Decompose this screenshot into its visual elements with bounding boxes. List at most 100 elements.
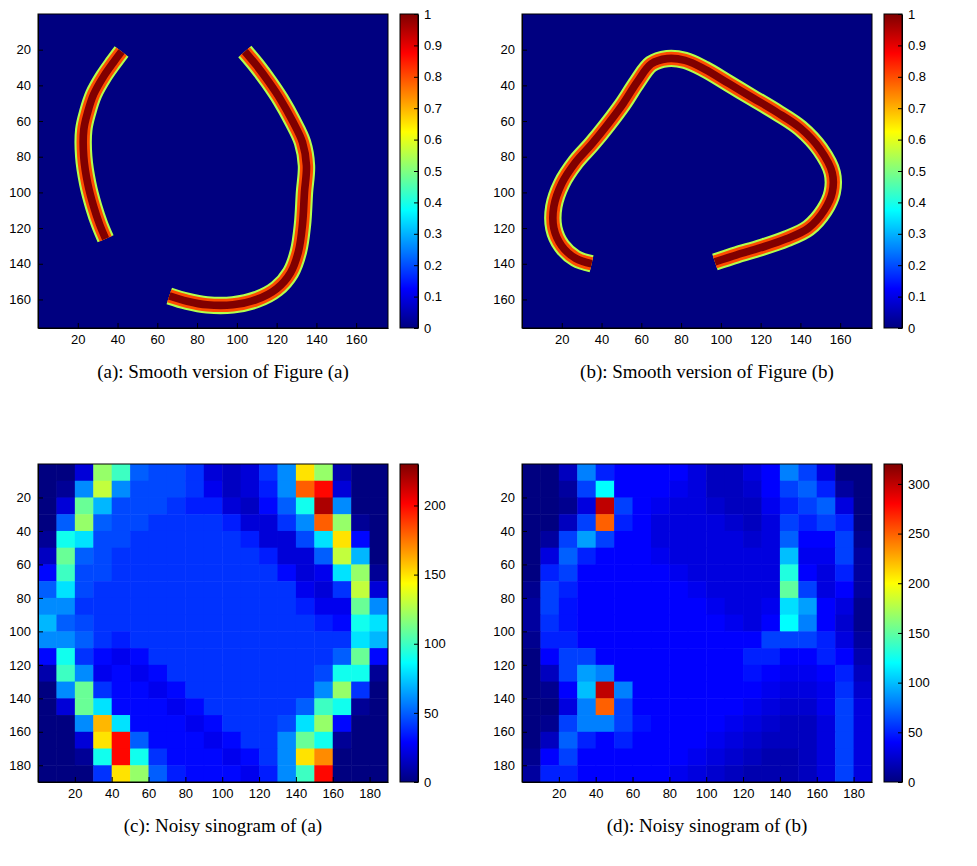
cell bbox=[669, 497, 688, 514]
axis-line bbox=[902, 15, 903, 329]
cell bbox=[333, 481, 352, 498]
cell bbox=[333, 464, 352, 481]
tick: 40 bbox=[595, 323, 609, 347]
cell bbox=[241, 464, 260, 481]
cell bbox=[725, 548, 744, 565]
tick: 160 bbox=[322, 777, 344, 801]
cell bbox=[633, 698, 652, 715]
cell bbox=[669, 464, 688, 481]
cell bbox=[706, 631, 725, 648]
tick: 40 bbox=[17, 524, 43, 539]
cell bbox=[149, 564, 168, 581]
cell bbox=[854, 497, 872, 514]
tick-label: 80 bbox=[674, 332, 688, 347]
tick-mark bbox=[277, 323, 278, 328]
tick: 0.5 bbox=[898, 164, 926, 179]
cell bbox=[112, 548, 131, 565]
tick: 0.2 bbox=[898, 258, 926, 273]
cell bbox=[540, 598, 559, 615]
cell bbox=[596, 615, 615, 632]
tick-mark bbox=[743, 777, 744, 782]
cell bbox=[706, 514, 725, 531]
cell bbox=[93, 765, 112, 782]
cell bbox=[130, 765, 149, 782]
cell bbox=[559, 631, 578, 648]
cell bbox=[314, 732, 333, 749]
panel-caption: (c): Noisy sinogram of (a) bbox=[124, 815, 322, 837]
cell bbox=[817, 682, 836, 699]
plot-frame bbox=[38, 464, 388, 782]
cell bbox=[780, 615, 799, 632]
cell bbox=[204, 497, 223, 514]
cell bbox=[540, 564, 559, 581]
cell bbox=[577, 715, 596, 732]
cell bbox=[56, 598, 75, 615]
tick-label: 0.4 bbox=[908, 195, 926, 210]
cell bbox=[761, 715, 780, 732]
cell bbox=[559, 648, 578, 665]
cell bbox=[112, 464, 131, 481]
cell bbox=[743, 531, 762, 548]
cell bbox=[38, 698, 57, 715]
tick: 40 bbox=[111, 323, 125, 347]
cell bbox=[633, 514, 652, 531]
x-axis: 20406080100120140160180 bbox=[523, 777, 873, 801]
cell bbox=[854, 581, 872, 598]
cell bbox=[780, 698, 799, 715]
cell bbox=[761, 698, 780, 715]
cell bbox=[185, 531, 204, 548]
cell bbox=[577, 682, 596, 699]
cell bbox=[277, 548, 296, 565]
tick-mark bbox=[898, 140, 902, 141]
cell bbox=[522, 698, 541, 715]
tick: 20 bbox=[555, 323, 569, 347]
cell bbox=[522, 682, 541, 699]
cell bbox=[743, 749, 762, 766]
cell bbox=[277, 648, 296, 665]
cell bbox=[75, 598, 94, 615]
tick-mark bbox=[898, 633, 902, 634]
cell bbox=[56, 648, 75, 665]
cell bbox=[56, 481, 75, 498]
cell bbox=[651, 581, 670, 598]
cell bbox=[522, 665, 541, 682]
cell bbox=[817, 564, 836, 581]
cell bbox=[633, 665, 652, 682]
cell bbox=[577, 749, 596, 766]
cell bbox=[835, 531, 854, 548]
tick: 40 bbox=[589, 777, 603, 801]
tick: 100 bbox=[212, 777, 234, 801]
tick-label: 40 bbox=[501, 78, 515, 93]
axis-line bbox=[902, 465, 903, 783]
cell bbox=[651, 497, 670, 514]
tick: 160 bbox=[830, 323, 852, 347]
cell bbox=[780, 749, 799, 766]
cell bbox=[669, 749, 688, 766]
tick: 60 bbox=[17, 557, 43, 572]
cell bbox=[798, 765, 817, 782]
cell bbox=[817, 732, 836, 749]
tick-mark bbox=[596, 777, 597, 782]
cell bbox=[56, 581, 75, 598]
cell bbox=[835, 698, 854, 715]
cell bbox=[614, 648, 633, 665]
cell bbox=[522, 732, 541, 749]
cell bbox=[38, 497, 57, 514]
cell bbox=[688, 497, 707, 514]
tick-label: 20 bbox=[17, 490, 31, 505]
tick: 1 bbox=[898, 7, 915, 22]
tick-mark bbox=[898, 297, 902, 298]
cell bbox=[38, 749, 57, 766]
cell bbox=[38, 531, 57, 548]
cell bbox=[688, 715, 707, 732]
tick-mark bbox=[522, 121, 527, 122]
cell bbox=[761, 732, 780, 749]
cell bbox=[761, 765, 780, 782]
tick: 100 bbox=[227, 323, 249, 347]
cell bbox=[780, 631, 799, 648]
tick-label: 300 bbox=[908, 477, 930, 492]
cell bbox=[185, 665, 204, 682]
cell bbox=[277, 615, 296, 632]
cell bbox=[222, 514, 241, 531]
cell bbox=[167, 598, 186, 615]
